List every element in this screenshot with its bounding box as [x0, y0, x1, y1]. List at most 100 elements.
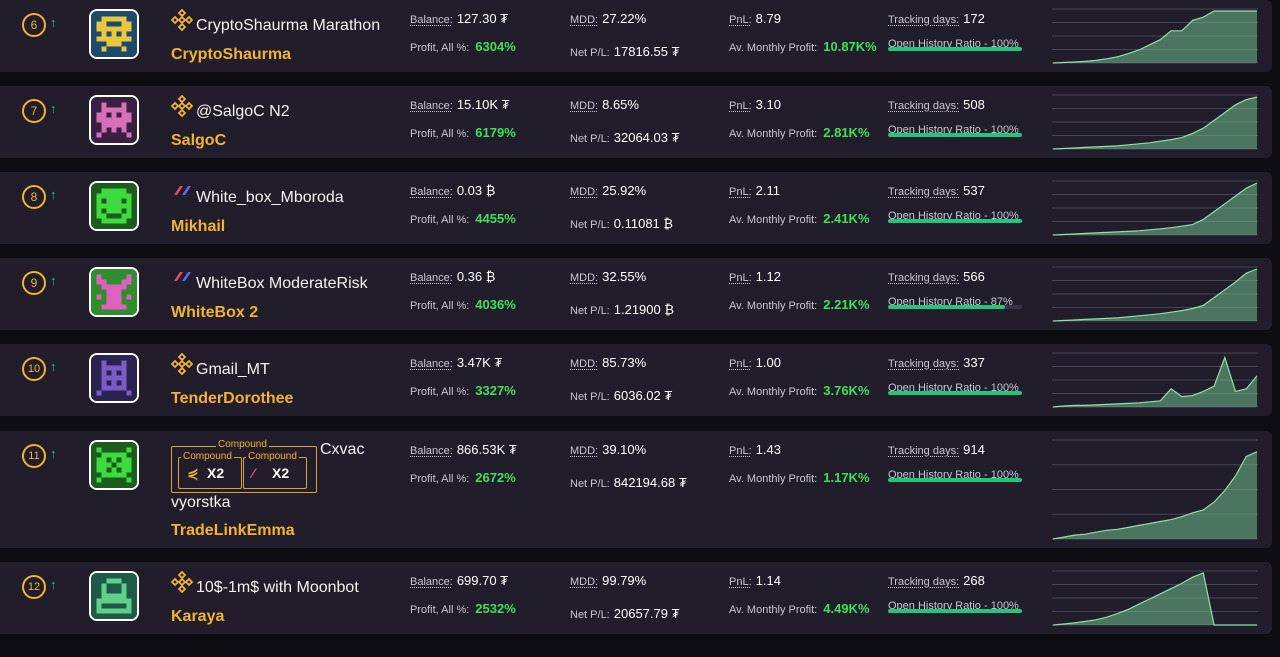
mdd-label: MDD: [570, 358, 599, 370]
bot-name[interactable]: @SalgoC N2 [196, 103, 290, 120]
arrow-up-icon: ↑ [50, 187, 57, 202]
balance-label: Balance: [410, 100, 453, 112]
rank-badge: 8 [22, 185, 46, 209]
trader-name[interactable]: Karaya [171, 608, 225, 625]
av-monthly-label: Av. Monthly Profit: [729, 300, 818, 312]
pnl-value: 1.12 [755, 269, 781, 284]
avatar[interactable] [89, 9, 139, 59]
rank-badge: 11 [22, 444, 46, 468]
equity-sparkline [1052, 8, 1258, 64]
avatar[interactable] [89, 267, 139, 317]
equity-chart[interactable] [1052, 5, 1258, 67]
equity-sparkline [1052, 439, 1258, 540]
arrow-up-icon: ↑ [50, 15, 57, 30]
pnl-label: PnL: [729, 14, 752, 26]
avatar[interactable] [89, 181, 139, 231]
net-pl-label: Net P/L: [570, 47, 610, 59]
avatar[interactable] [89, 353, 139, 403]
tracking-value: 508 [963, 97, 985, 112]
leaderboard-row[interactable]: 7 ↑ @SalgoC N2 SalgoC Balance: 15.10K ₮ Profit… [0, 86, 1272, 158]
net-pl-value: 1.21900 ₿ [613, 302, 674, 317]
balance-value: 0.36 ₿ [456, 269, 496, 284]
equity-chart[interactable] [1052, 436, 1258, 543]
bot-name-continued[interactable]: vyorstka [171, 494, 231, 511]
leaderboard-row[interactable]: 9 ↑ WhiteBox ModerateRisk WhiteBox 2 Balance… [0, 258, 1272, 330]
net-pl-label: Net P/L: [570, 609, 610, 621]
equity-chart[interactable] [1052, 567, 1258, 629]
open-history-ratio-bar [888, 219, 1022, 223]
balance-label: Balance: [410, 14, 453, 26]
mdd-value: 8.65% [602, 97, 639, 112]
balance-value: 3.47K ₮ [456, 355, 503, 370]
balance-value: 866.53K ₮ [456, 442, 517, 457]
mdd-label: MDD: [570, 100, 599, 112]
profit-all-value: 3327% [475, 383, 516, 398]
profit-all-label: Profit, All %: [410, 128, 470, 140]
equity-chart[interactable] [1052, 177, 1258, 239]
equity-chart[interactable] [1052, 91, 1258, 153]
av-monthly-value: 4.49K% [823, 601, 870, 616]
bot-name[interactable]: CryptoShaurma Marathon [196, 17, 381, 34]
bot-name[interactable]: Gmail_MT [196, 361, 270, 378]
profit-all-value: 2672% [475, 470, 516, 485]
av-monthly-value: 3.76K% [823, 383, 870, 398]
av-monthly-value: 2.21K% [823, 297, 870, 312]
leaderboard-row[interactable]: 12 ↑ 10$-1m$ with Moonbot Karaya Balance: 699… [0, 562, 1272, 634]
bot-name[interactable]: 10$-1m$ with Moonbot [196, 579, 359, 596]
equity-chart[interactable] [1052, 263, 1258, 325]
binance-icon [171, 353, 193, 375]
trader-name[interactable]: CryptoShaurma [171, 46, 292, 63]
profit-all-value: 4455% [475, 211, 516, 226]
arrow-up-icon: ↑ [50, 446, 57, 461]
profit-all-label: Profit, All %: [410, 42, 470, 54]
arrow-up-icon: ↑ [50, 359, 57, 374]
leaderboard-row[interactable]: 10 ↑ Gmail_MT TenderDorothee Balance: 3.47K ₮… [0, 344, 1272, 416]
leaderboard-row[interactable]: 6 ↑ CryptoShaurma Marathon CryptoShaurma Bal… [0, 0, 1272, 72]
trader-name[interactable]: SalgoC [171, 132, 227, 149]
net-pl-value: 20657.79 ₮ [613, 606, 680, 621]
equity-sparkline [1052, 180, 1258, 236]
avatar[interactable] [89, 440, 139, 490]
open-history-ratio-fill [888, 219, 1022, 223]
bybit-icon [171, 267, 193, 289]
av-monthly-label: Av. Monthly Profit: [729, 214, 818, 226]
tracking-label: Tracking days: [888, 186, 960, 198]
compound-arrows-icon: ⋞ [187, 465, 199, 481]
profit-all-label: Profit, All %: [410, 214, 470, 226]
compound-multiplier: Compound ⋞ X2 [178, 451, 242, 489]
tracking-label: Tracking days: [888, 358, 960, 370]
arrow-up-icon: ↑ [50, 101, 57, 116]
avatar[interactable] [89, 95, 139, 145]
equity-chart[interactable] [1052, 349, 1258, 411]
bot-name[interactable]: WhiteBox ModerateRisk [196, 275, 368, 292]
bot-name[interactable]: White_box_Mboroda [196, 189, 344, 206]
leaderboard-row[interactable]: 11 ↑ Compound Compound ⋞ X2 Compound ⁄ X2 Cxvac vy… [0, 431, 1272, 548]
profit-all-label: Profit, All %: [410, 386, 470, 398]
pnl-value: 2.11 [755, 183, 780, 198]
bybit-icon [171, 181, 193, 203]
leaderboard-row[interactable]: 8 ↑ White_box_Mboroda Mikhail Balance: 0.03 ₿… [0, 172, 1272, 244]
av-monthly-label: Av. Monthly Profit: [729, 128, 818, 140]
profit-all-label: Profit, All %: [410, 604, 470, 616]
open-history-ratio-fill [888, 391, 1022, 395]
trader-name[interactable]: TradeLinkEmma [171, 522, 295, 539]
pnl-value: 3.10 [755, 97, 781, 112]
tracking-label: Tracking days: [888, 576, 960, 588]
tracking-label: Tracking days: [888, 445, 960, 457]
trader-name[interactable]: TenderDorothee [171, 390, 294, 407]
avatar[interactable] [89, 571, 139, 621]
pnl-label: PnL: [729, 445, 752, 457]
profit-all-value: 2532% [475, 601, 516, 616]
mdd-label: MDD: [570, 445, 599, 457]
mdd-value: 27.22% [602, 11, 647, 26]
trader-name[interactable]: WhiteBox 2 [171, 304, 259, 321]
binance-icon [171, 9, 193, 31]
bot-name[interactable]: Cxvac [320, 441, 365, 458]
open-history-ratio-fill [888, 478, 1022, 482]
open-history-ratio-fill [888, 609, 1022, 613]
trader-name[interactable]: Mikhail [171, 218, 226, 235]
balance-label: Balance: [410, 445, 453, 457]
profit-all-value: 4036% [475, 297, 516, 312]
av-monthly-label: Av. Monthly Profit: [729, 473, 818, 485]
